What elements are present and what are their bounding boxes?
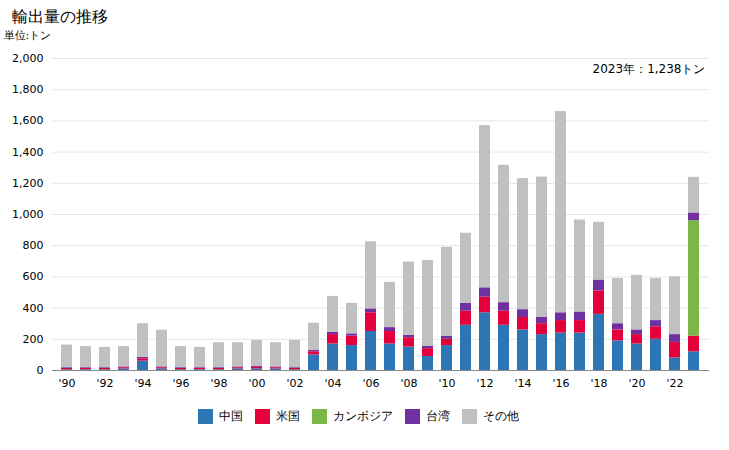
svg-text:400: 400 [23,302,44,315]
svg-text:1,800: 1,800 [12,83,44,96]
html-text:台湾: 台湾 [426,409,450,423]
svg-text:'04: '04 [324,377,341,390]
svg-text:'98: '98 [210,377,227,390]
html-text:カンボジア: カンボジア [333,409,393,423]
svg-text:800: 800 [23,239,44,252]
svg-text:1,200: 1,200 [12,177,44,190]
svg-text:'92: '92 [96,377,113,390]
svg-text:1,400: 1,400 [12,146,44,159]
svg-text:'02: '02 [286,377,303,390]
svg-text:単位:トン: 単位:トン [4,29,52,42]
svg-text:2,000: 2,000 [12,52,44,65]
svg-text:'00: '00 [248,377,265,390]
svg-text:'12: '12 [476,377,493,390]
svg-text:'06: '06 [362,377,379,390]
html-text:輸出量の推移: 輸出量の推移 [12,7,108,26]
svg-text:'96: '96 [172,377,189,390]
svg-text:'94: '94 [134,377,151,390]
svg-text:'14: '14 [514,377,531,390]
svg-text:1,600: 1,600 [12,114,44,127]
svg-text:200: 200 [23,333,44,346]
svg-text:'16: '16 [552,377,569,390]
svg-text:'08: '08 [400,377,417,390]
svg-text:'20: '20 [628,377,645,390]
svg-text:2023年：1,238トン: 2023年：1,238トン [593,62,706,76]
svg-text:600: 600 [23,270,44,283]
html-text:その他: その他 [483,409,519,423]
svg-text:'22: '22 [666,377,683,390]
svg-text:0: 0 [37,364,44,377]
svg-text:'10: '10 [438,377,455,390]
html-text:中国: 中国 [219,409,243,423]
svg-text:1,000: 1,000 [12,208,44,221]
svg-text:'18: '18 [590,377,607,390]
html-text:米国: 米国 [276,409,300,423]
svg-text:'90: '90 [58,377,75,390]
